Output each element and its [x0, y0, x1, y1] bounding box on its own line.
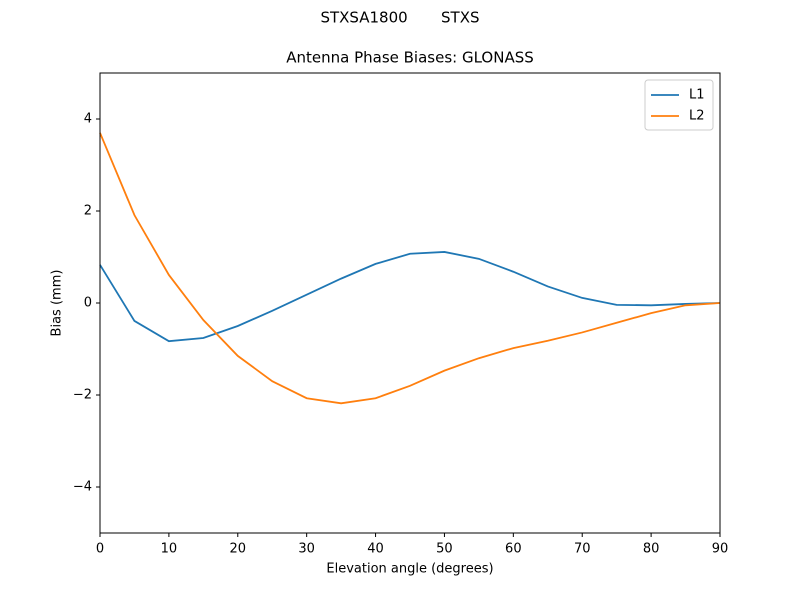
legend-box — [644, 79, 714, 131]
x-tick-label: 70 — [574, 542, 591, 557]
suptitle: STXSA1800 STXS — [320, 9, 479, 27]
x-tick-label: 0 — [96, 542, 104, 557]
legend-label: L1 — [689, 88, 705, 103]
x-tick-label: 40 — [367, 542, 384, 557]
x-tick-label: 60 — [505, 542, 522, 557]
line-series — [99, 251, 721, 343]
y-tick-label: 2 — [84, 204, 92, 219]
legend-label: L2 — [689, 109, 705, 124]
y-tick-label: −2 — [73, 388, 92, 403]
plot-frame — [99, 72, 721, 534]
chart-title: Antenna Phase Biases: GLONASS — [286, 49, 534, 67]
x-tick-label: 20 — [230, 542, 247, 557]
line-series — [99, 132, 721, 405]
x-tick-label: 50 — [436, 542, 453, 557]
y-tick-label: −4 — [73, 480, 92, 495]
x-tick-label: 80 — [643, 542, 660, 557]
y-tick-label: 0 — [84, 296, 92, 311]
x-axis-label: Elevation angle (degrees) — [326, 562, 493, 577]
y-tick-label: 4 — [84, 112, 92, 127]
x-tick-label: 90 — [712, 542, 729, 557]
x-tick-label: 10 — [161, 542, 178, 557]
x-tick-label: 30 — [298, 542, 315, 557]
y-axis-label: Bias (mm) — [50, 270, 65, 337]
